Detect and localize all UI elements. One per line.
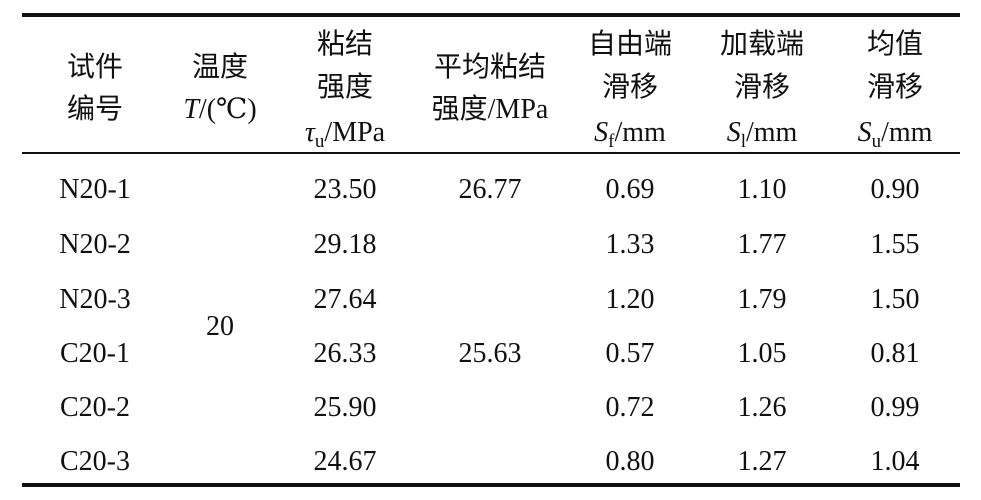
- symbol: S: [857, 117, 872, 148]
- unit: /mm: [881, 117, 933, 148]
- table-cell: C20-3: [60, 446, 130, 477]
- table-cell: 0.99: [870, 392, 920, 423]
- header-text: 加载端: [719, 29, 805, 60]
- subscript: l: [740, 131, 746, 152]
- unit: /(℃): [198, 94, 257, 125]
- table-cell: 24.67: [313, 446, 377, 477]
- table-cell: 23.50: [313, 174, 377, 205]
- header-text: 强度: [316, 72, 374, 103]
- header-text: 强度/MPa: [431, 94, 549, 125]
- subscript: f: [608, 131, 615, 152]
- header-unit: T/(℃): [183, 96, 256, 124]
- table-cell: N20-3: [59, 284, 131, 315]
- table-cell: 1.50: [870, 284, 920, 315]
- header-unit: Sl/mm: [726, 117, 798, 152]
- table-cell: 1.33: [605, 229, 655, 260]
- header-text: 滑移: [866, 72, 924, 103]
- header-unit: Su/mm: [857, 117, 933, 152]
- table-cell: 0.81: [870, 338, 920, 369]
- table-cell: 0.72: [605, 392, 655, 423]
- table-cell: N20-2: [59, 229, 131, 260]
- table-cell: 1.20: [605, 284, 655, 315]
- header-text: 编号: [66, 94, 124, 125]
- table-cell: 25.90: [313, 392, 377, 423]
- table-cell: 0.90: [870, 174, 920, 205]
- symbol: S: [726, 117, 741, 148]
- header-text: 滑移: [601, 72, 659, 103]
- table-cell: 29.18: [313, 229, 377, 260]
- symbol: T: [183, 94, 199, 125]
- table-cell: 1.77: [737, 229, 787, 260]
- table-cell: N20-1: [59, 174, 131, 205]
- header-text: 平均粘结: [433, 52, 547, 83]
- table-cell: 1.55: [870, 229, 920, 260]
- average-cell: 26.77: [458, 174, 522, 205]
- header-text: 均值: [866, 29, 924, 60]
- table-cell: 1.79: [737, 284, 787, 315]
- bottom-rule: [22, 483, 960, 487]
- header-rule: [22, 152, 960, 154]
- table-cell: 26.33: [313, 338, 377, 369]
- header-text: 温度: [191, 52, 249, 83]
- unit: /mm: [745, 117, 798, 148]
- header-text: 滑移: [733, 72, 791, 103]
- table-cell: 0.57: [605, 338, 655, 369]
- temperature-cell: 20: [206, 311, 234, 342]
- table-cell: 0.69: [605, 174, 655, 205]
- subscript: u: [871, 131, 882, 152]
- table-cell: C20-2: [60, 392, 130, 423]
- table-cell: 1.04: [870, 446, 920, 477]
- subscript: u: [314, 131, 325, 152]
- top-rule: [22, 13, 960, 17]
- table-cell: 0.80: [605, 446, 655, 477]
- table-cell: 1.05: [737, 338, 787, 369]
- header-unit: Sf/mm: [594, 117, 666, 152]
- table-cell: 1.27: [737, 446, 787, 477]
- table-cell: 1.10: [737, 174, 787, 205]
- unit: /mm: [614, 117, 666, 148]
- header-unit: τu/MPa: [304, 117, 386, 152]
- table-cell: 1.26: [737, 392, 787, 423]
- header-text: 自由端: [587, 29, 673, 60]
- symbol: S: [594, 117, 609, 148]
- header-text: 试件: [66, 52, 124, 83]
- table-cell: C20-1: [60, 338, 130, 369]
- unit: /MPa: [324, 117, 386, 148]
- header-text: 粘结: [316, 29, 374, 60]
- average-cell: 25.63: [458, 338, 522, 369]
- symbol: τ: [304, 117, 315, 148]
- table-cell: 27.64: [313, 284, 377, 315]
